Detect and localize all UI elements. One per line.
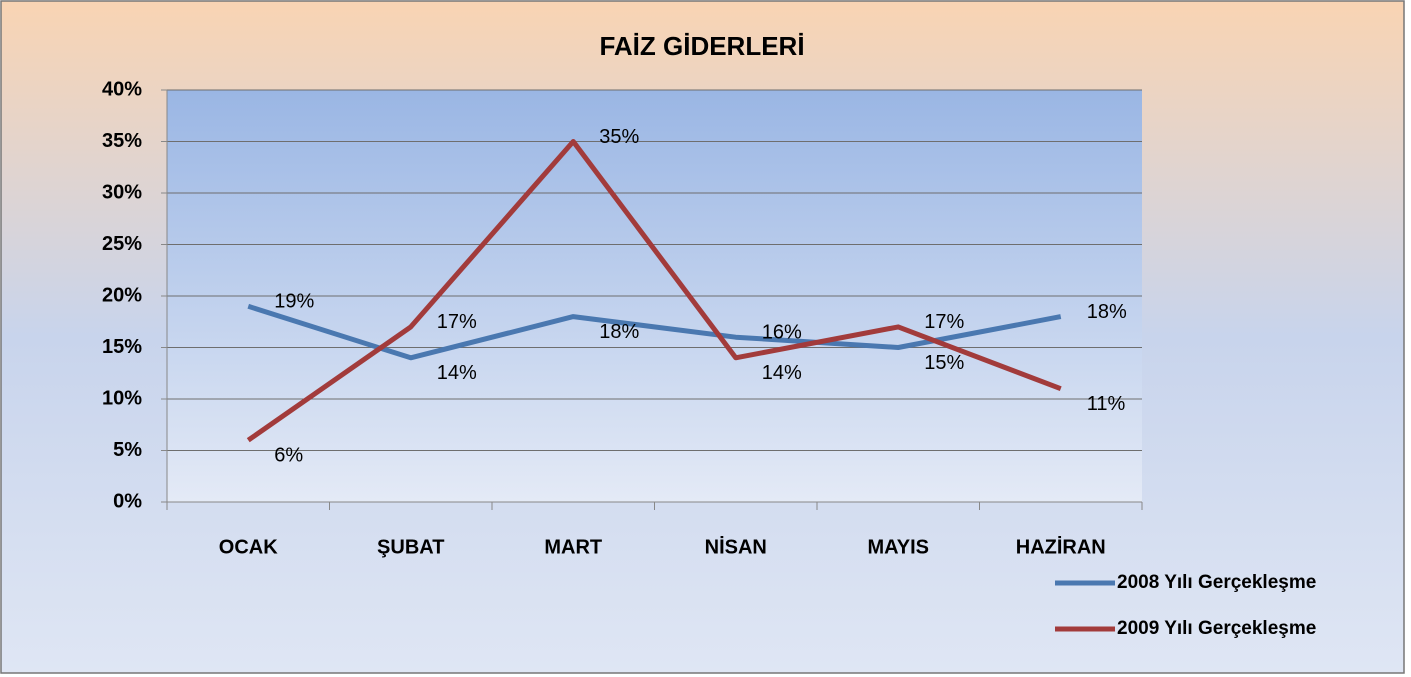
data-label: 16% <box>762 321 802 343</box>
y-tick-label: 20% <box>102 284 142 306</box>
data-label: 18% <box>599 321 639 343</box>
y-tick-label: 25% <box>102 233 142 255</box>
y-tick-label: 10% <box>102 387 142 409</box>
y-tick-label: 40% <box>102 78 142 100</box>
x-tick-label: ŞUBAT <box>377 536 444 558</box>
series-line <box>247 303 1062 361</box>
x-tick-label: MART <box>544 536 602 558</box>
data-label: 11% <box>1087 393 1126 415</box>
data-label: 19% <box>274 291 314 313</box>
data-label: 14% <box>762 362 802 384</box>
data-label: 35% <box>599 126 639 148</box>
data-label: 17% <box>437 311 477 333</box>
y-tick-label: 0% <box>113 490 142 512</box>
data-label: 18% <box>1087 301 1127 323</box>
y-tick-label: 35% <box>102 130 142 152</box>
x-tick-label: HAZİRAN <box>1016 535 1106 558</box>
data-label: 15% <box>924 352 964 374</box>
data-label: 6% <box>274 444 303 466</box>
legend-label: 2009 Yılı Gerçekleşme <box>1117 618 1316 639</box>
y-tick-label: 30% <box>102 181 142 203</box>
y-tick-label: 15% <box>102 336 142 358</box>
chart-title: FAİZ GİDERLERİ <box>599 31 804 61</box>
data-label: 17% <box>924 311 964 333</box>
legend-label: 2008 Yılı Gerçekleşme <box>1117 572 1316 593</box>
x-tick-label: OCAK <box>219 536 278 558</box>
x-tick-label: NİSAN <box>705 535 767 558</box>
data-label: 14% <box>437 362 477 384</box>
x-tick-label: MAYIS <box>867 536 929 558</box>
y-tick-label: 5% <box>113 439 142 461</box>
series-line <box>246 139 1062 443</box>
